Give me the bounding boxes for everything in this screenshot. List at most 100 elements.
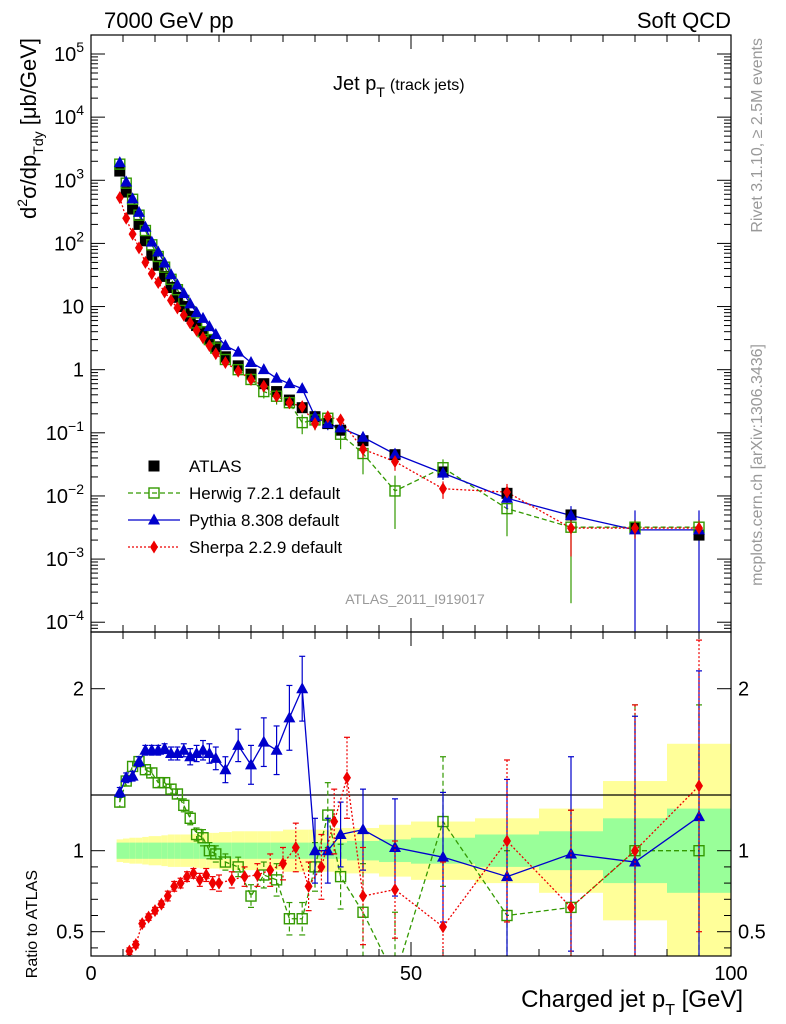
plot-title-note: (track jets) xyxy=(390,77,465,94)
herwig-ratio-point xyxy=(139,764,152,776)
pythia-main-point xyxy=(152,245,165,257)
atlas-data-point xyxy=(693,529,705,541)
pythia-main-point xyxy=(126,192,139,204)
header-right: Soft QCD xyxy=(637,8,731,33)
sherpa-ratio-point xyxy=(176,876,185,890)
sherpa-ratio-point xyxy=(240,870,249,884)
pythia-main-point xyxy=(257,363,270,375)
pythia-ratio-point xyxy=(126,769,139,781)
sherpa-main-point xyxy=(179,308,188,322)
pythia-main-point xyxy=(120,175,133,187)
pythia-main-point xyxy=(113,156,126,168)
x-tick-label: 0 xyxy=(85,963,96,985)
sherpa-main-point xyxy=(272,389,281,403)
legend-label: Pythia 8.308 default xyxy=(189,511,340,530)
sherpa-ratio-point xyxy=(138,917,147,931)
sherpa-main-point xyxy=(247,372,255,386)
herwig-ratio-point xyxy=(190,828,203,841)
ratio-stat-uncertainty-band xyxy=(123,842,130,859)
pythia-main-point xyxy=(139,220,152,232)
pythia-ratio-point xyxy=(190,747,203,758)
sherpa-main-point xyxy=(285,396,294,410)
sherpa-main-point xyxy=(221,355,230,369)
herwig-main-point xyxy=(296,416,308,429)
x-axis-label: Charged jet pT [GeV] xyxy=(521,986,743,1019)
mcplots-label: mcplots.cern.ch [arXiv:1306.3436] xyxy=(749,344,766,586)
ratio-stat-uncertainty-band xyxy=(174,842,181,859)
pythia-main-point xyxy=(145,235,158,247)
herwig-main-point xyxy=(501,502,513,515)
herwig-ratio-point xyxy=(158,776,171,789)
legend-label: Sherpa 2.2.9 default xyxy=(189,538,342,557)
pythia-ratio-point xyxy=(565,847,577,859)
pythia-ratio-point xyxy=(203,747,216,758)
sherpa-main-point xyxy=(631,521,639,535)
pythia-main-point xyxy=(177,287,190,299)
sherpa-main-point xyxy=(147,267,156,281)
pythia-ratio-point xyxy=(437,850,449,862)
main-y-tick-label: 102 xyxy=(54,228,84,255)
legend-marker xyxy=(148,460,160,472)
legend-label: ATLAS xyxy=(189,457,242,476)
pythia-main-point xyxy=(283,377,296,389)
sherpa-ratio-point xyxy=(291,840,300,854)
sherpa-main-point xyxy=(160,285,169,299)
sherpa-main-point xyxy=(336,413,345,427)
legend-marker xyxy=(148,487,160,499)
herwig-ratio-point xyxy=(390,972,400,982)
atlas-data-point xyxy=(120,186,132,198)
header-left: 7000 GeV pp xyxy=(104,8,234,33)
pythia-ratio-point xyxy=(197,743,209,755)
pythia-ratio-point xyxy=(357,823,369,835)
sherpa-main-point xyxy=(135,241,143,255)
pythia-main-point xyxy=(389,447,401,459)
atlas-data-point xyxy=(133,218,145,230)
ratio-stat-uncertainty-band xyxy=(270,842,283,859)
sherpa-ratio-point xyxy=(253,868,262,882)
pythia-ratio-point xyxy=(171,747,184,758)
pythia-main-point xyxy=(190,306,203,318)
sherpa-ratio-point xyxy=(279,857,287,871)
herwig-ratio-point xyxy=(334,870,347,883)
pythia-ratio-point xyxy=(501,870,513,882)
ratio-y-tick-label-right: 2 xyxy=(738,679,749,701)
main-axis-ticks xyxy=(90,34,732,633)
ratio-plot-frame xyxy=(90,631,732,957)
pythia-ratio-point xyxy=(296,682,309,694)
ratio-stat-uncertainty-band xyxy=(148,842,155,859)
sherpa-ratio-point xyxy=(170,879,179,893)
sherpa-main-point xyxy=(259,379,268,393)
sherpa-ratio-point xyxy=(266,863,275,877)
pythia-main-point xyxy=(158,256,171,268)
sherpa-ratio-point xyxy=(215,876,223,890)
sherpa-main-point xyxy=(167,293,175,307)
ratio-stat-uncertainty-band xyxy=(161,842,168,859)
sherpa-ratio-point xyxy=(343,771,351,785)
ratio-stat-uncertainty-band xyxy=(257,842,271,859)
sherpa-ratio-point xyxy=(157,897,166,911)
pythia-main-point xyxy=(357,430,369,442)
ratio-panel: 0.5 0.5 1 1 2 2 0 50 100 Ratio to ATLAS Charged … xyxy=(24,631,766,1019)
pythia-main-point xyxy=(171,278,184,290)
herwig-ratio-point xyxy=(146,767,158,779)
pythia-ratio-point xyxy=(270,743,283,755)
pythia-ratio-point xyxy=(693,810,705,822)
ratio-stat-uncertainty-band xyxy=(231,842,245,859)
atlas-data-point xyxy=(139,235,151,247)
pythia-ratio-point xyxy=(219,763,232,775)
pythia-main-point xyxy=(165,268,177,280)
atlas-data-point xyxy=(159,270,171,282)
ratio-stat-uncertainty-band xyxy=(142,842,149,859)
sherpa-ratio-point xyxy=(359,889,367,903)
ratio-y-tick-label: 0.5 xyxy=(56,922,84,944)
main-y-tick-label: 10−4 xyxy=(46,607,84,634)
sherpa-main-point xyxy=(311,417,319,431)
sherpa-ratio-point xyxy=(208,876,217,890)
herwig-ratio-point xyxy=(210,848,222,860)
ratio-stat-uncertainty-band xyxy=(193,842,200,859)
herwig-ratio-point xyxy=(296,913,308,925)
atlas-data-point xyxy=(146,249,158,261)
plot-title: Jet pT (track jets) xyxy=(333,73,465,100)
herwig-main-line xyxy=(119,163,699,528)
